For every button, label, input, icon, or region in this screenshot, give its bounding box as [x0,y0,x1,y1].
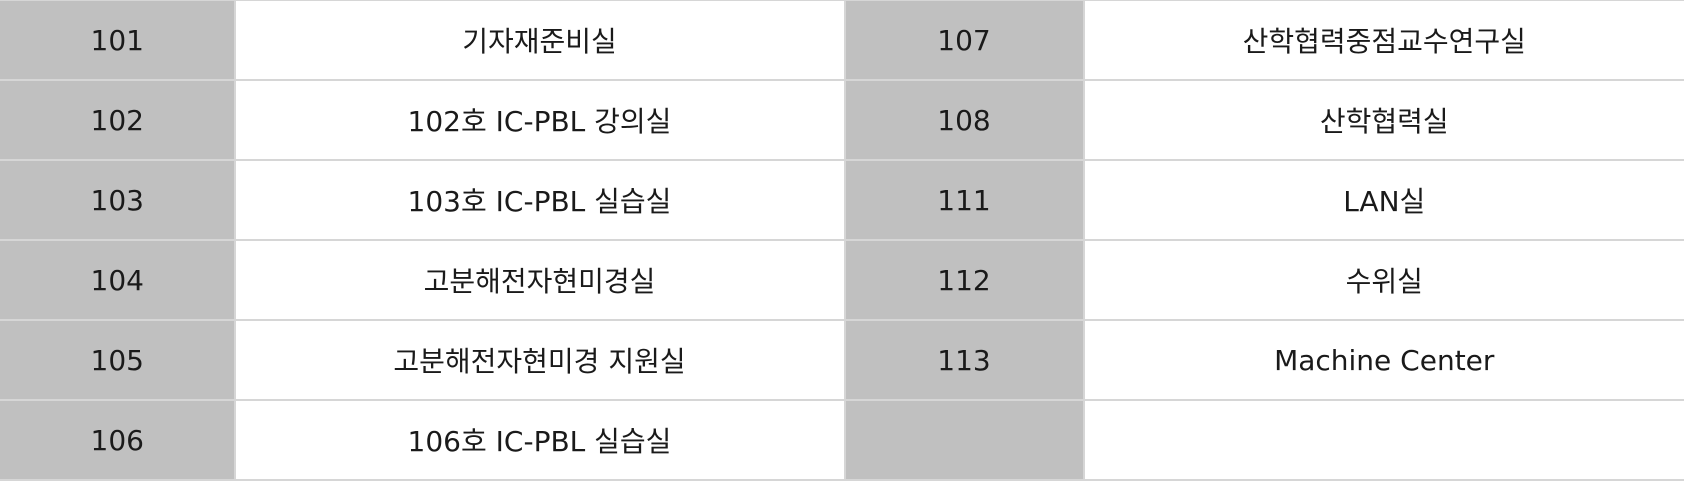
room-number-cell: 101 [0,0,236,81]
room-name-cell: Machine Center [1082,319,1684,401]
room-name-cell: 고분해전자현미경 지원실 [233,319,846,401]
room-number-cell: 106 [0,399,236,481]
room-number-cell: 112 [843,239,1085,321]
room-name-cell: LAN실 [1082,159,1684,241]
room-name-cell: 산학협력실 [1082,79,1684,161]
room-name-cell: 수위실 [1082,239,1684,321]
table-row: 106 106호 IC-PBL 실습실 [0,399,1684,481]
room-name-cell-empty [1082,399,1684,481]
room-name-cell: 106호 IC-PBL 실습실 [233,399,846,481]
room-number-cell: 104 [0,239,236,321]
room-number-cell: 113 [843,319,1085,401]
table-row: 101 기자재준비실 107 산학협력중점교수연구실 [0,0,1684,81]
room-name-cell: 기자재준비실 [233,0,846,81]
room-name-cell: 산학협력중점교수연구실 [1082,0,1684,81]
room-number-cell: 102 [0,79,236,161]
table-row: 102 102호 IC-PBL 강의실 108 산학협력실 [0,79,1684,161]
room-number-cell: 107 [843,0,1085,81]
room-number-cell: 105 [0,319,236,401]
table-row: 103 103호 IC-PBL 실습실 111 LAN실 [0,159,1684,241]
room-number-cell: 108 [843,79,1085,161]
room-name-cell: 102호 IC-PBL 강의실 [233,79,846,161]
table-row: 105 고분해전자현미경 지원실 113 Machine Center [0,319,1684,401]
room-number-cell: 103 [0,159,236,241]
room-name-cell: 103호 IC-PBL 실습실 [233,159,846,241]
room-name-cell: 고분해전자현미경실 [233,239,846,321]
room-number-cell: 111 [843,159,1085,241]
room-number-cell-empty [843,399,1085,481]
table-row: 104 고분해전자현미경실 112 수위실 [0,239,1684,321]
